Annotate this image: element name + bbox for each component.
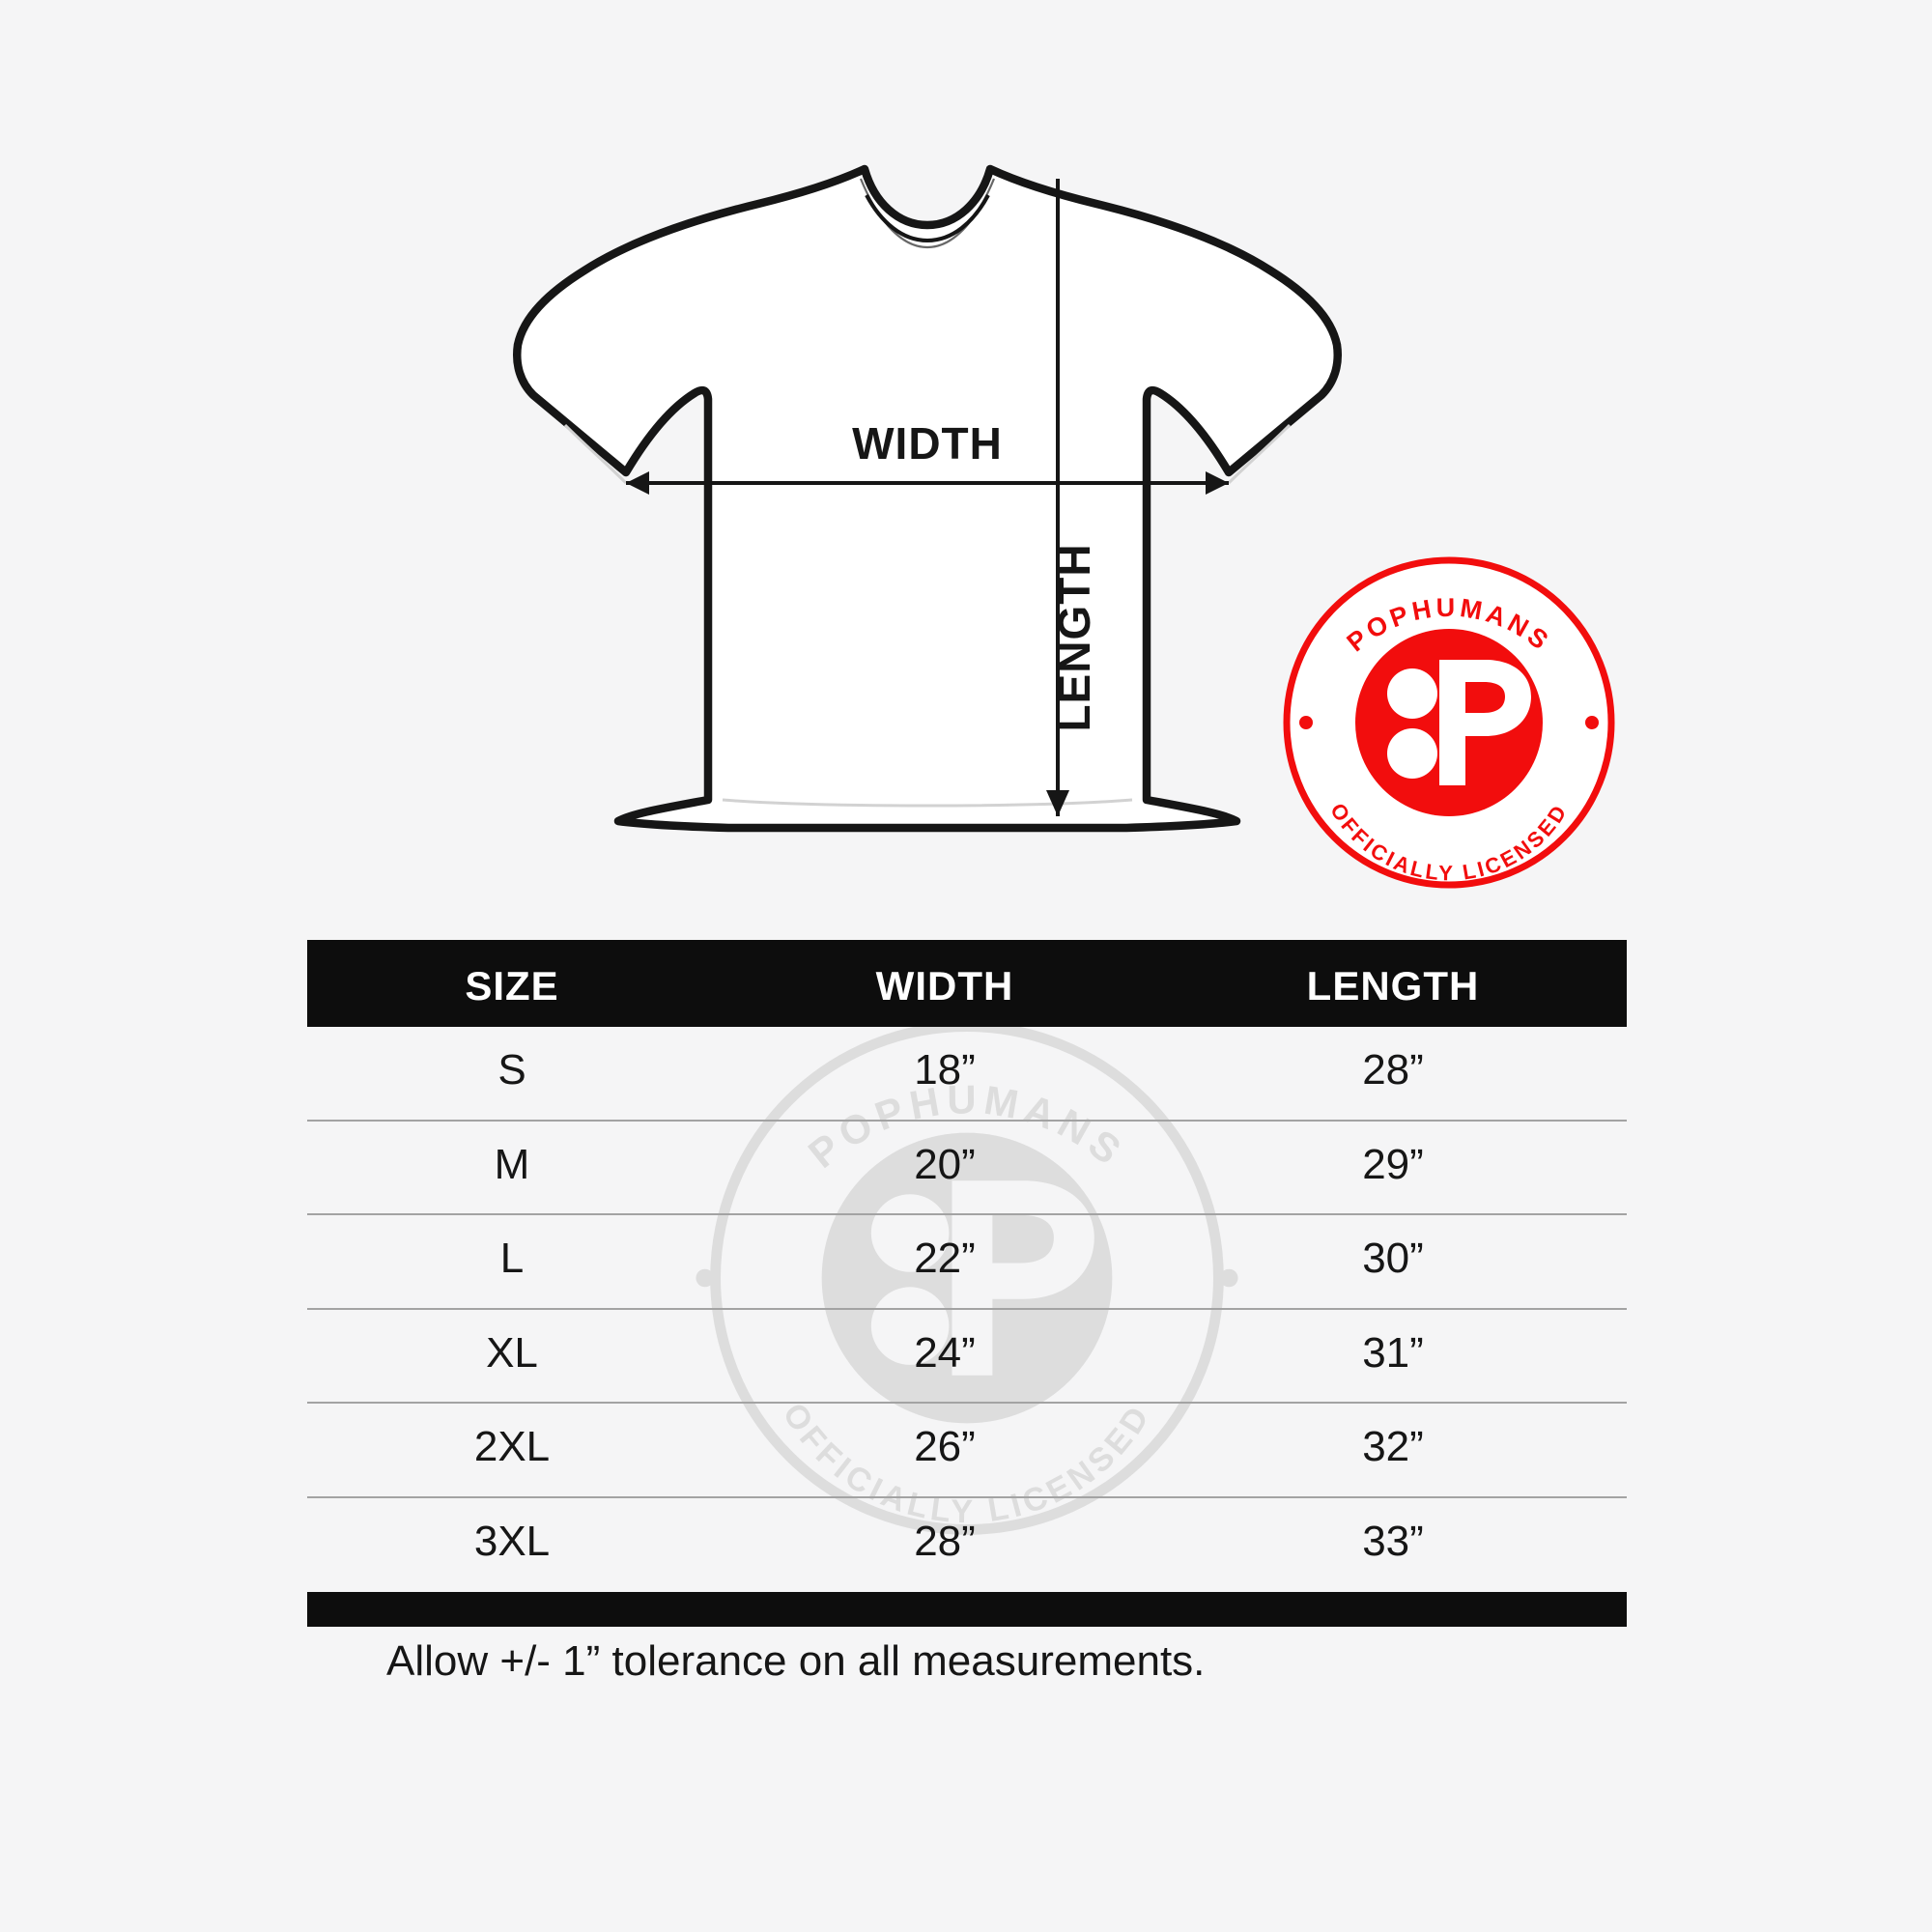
svg-text:LENGTH: LENGTH	[1049, 543, 1099, 731]
svg-text:WIDTH: WIDTH	[852, 418, 1003, 469]
